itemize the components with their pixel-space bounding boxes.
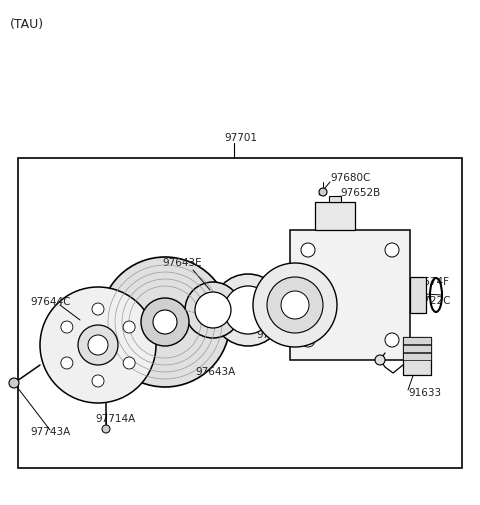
Circle shape bbox=[153, 310, 177, 334]
Circle shape bbox=[141, 298, 189, 346]
Bar bbox=[403, 353, 431, 360]
Text: 97643E: 97643E bbox=[162, 258, 202, 268]
Text: 97743A: 97743A bbox=[30, 427, 70, 437]
Circle shape bbox=[100, 257, 230, 387]
Circle shape bbox=[9, 378, 19, 388]
Bar bbox=[290, 230, 410, 360]
Circle shape bbox=[61, 321, 73, 333]
Circle shape bbox=[301, 333, 315, 347]
Circle shape bbox=[281, 291, 309, 319]
Circle shape bbox=[123, 357, 135, 369]
Circle shape bbox=[40, 287, 156, 403]
Circle shape bbox=[385, 333, 399, 347]
Circle shape bbox=[375, 355, 385, 365]
Bar bbox=[315, 202, 355, 230]
Bar bbox=[410, 277, 426, 313]
Text: 91633: 91633 bbox=[408, 388, 441, 398]
Circle shape bbox=[61, 357, 73, 369]
Text: 97680C: 97680C bbox=[330, 173, 371, 183]
Circle shape bbox=[102, 425, 110, 433]
Text: 97722C: 97722C bbox=[410, 296, 451, 306]
Circle shape bbox=[123, 321, 135, 333]
Text: 97643A: 97643A bbox=[195, 367, 235, 377]
Text: 97652B: 97652B bbox=[340, 188, 380, 198]
Circle shape bbox=[301, 243, 315, 257]
Bar bbox=[403, 345, 431, 352]
Text: 97707C: 97707C bbox=[256, 330, 296, 340]
Circle shape bbox=[78, 325, 118, 365]
Circle shape bbox=[195, 292, 231, 328]
Circle shape bbox=[319, 188, 327, 196]
Text: (TAU): (TAU) bbox=[10, 18, 44, 31]
Circle shape bbox=[92, 375, 104, 387]
Text: 97701: 97701 bbox=[224, 133, 257, 143]
Bar bbox=[403, 337, 431, 375]
Circle shape bbox=[253, 263, 337, 347]
Circle shape bbox=[267, 277, 323, 333]
Circle shape bbox=[88, 335, 108, 355]
Bar bbox=[18, 158, 462, 468]
Circle shape bbox=[224, 286, 272, 334]
Circle shape bbox=[185, 282, 241, 338]
Circle shape bbox=[212, 274, 284, 346]
Text: 97674F: 97674F bbox=[410, 277, 449, 287]
Circle shape bbox=[385, 243, 399, 257]
Circle shape bbox=[92, 303, 104, 315]
Text: 97644C: 97644C bbox=[30, 297, 71, 307]
Bar bbox=[403, 337, 431, 344]
Bar bbox=[329, 196, 341, 202]
Text: 97714A: 97714A bbox=[95, 414, 135, 424]
